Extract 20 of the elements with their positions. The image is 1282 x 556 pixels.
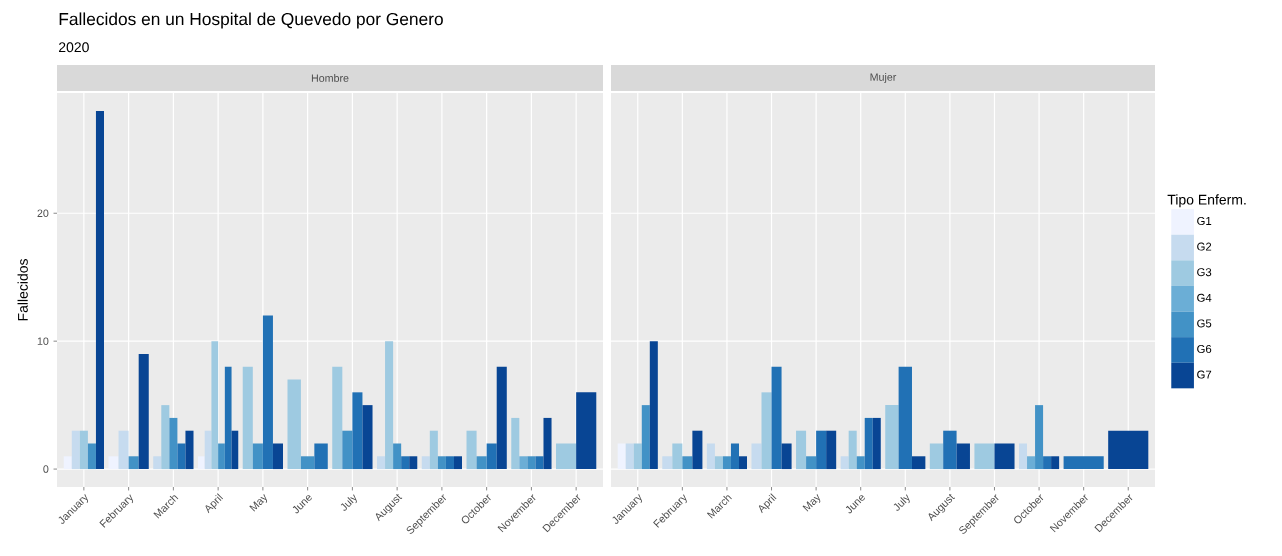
- legend-label: G2: [1197, 242, 1212, 251]
- legend-label: G5: [1197, 319, 1212, 328]
- text: Mujer: [870, 73, 897, 83]
- y-tick-label: 10: [37, 337, 49, 345]
- legend-label: G1: [1197, 216, 1212, 225]
- y-tick-label: 0: [43, 465, 49, 473]
- x-tick-label: July: [340, 494, 357, 511]
- y-tick-label: 20: [37, 209, 49, 218]
- legend-label: G7: [1197, 370, 1212, 379]
- legend-label: G6: [1197, 344, 1212, 353]
- legend-label: G4: [1197, 293, 1212, 302]
- chart-subtitle: 2020: [58, 42, 89, 53]
- x-tick-label: May: [249, 493, 268, 512]
- x-tick-label: May: [802, 493, 821, 512]
- text: Hombre: [311, 74, 349, 82]
- legend-title: Tipo Enferm.: [1167, 194, 1246, 208]
- legend-label: G3: [1197, 268, 1212, 277]
- chart-title: Fallecidos en un Hospital de Quevedo por Genero: [59, 12, 443, 29]
- y-axis-title: Fallecidos: [17, 259, 28, 321]
- x-tick-label: July: [893, 494, 910, 511]
